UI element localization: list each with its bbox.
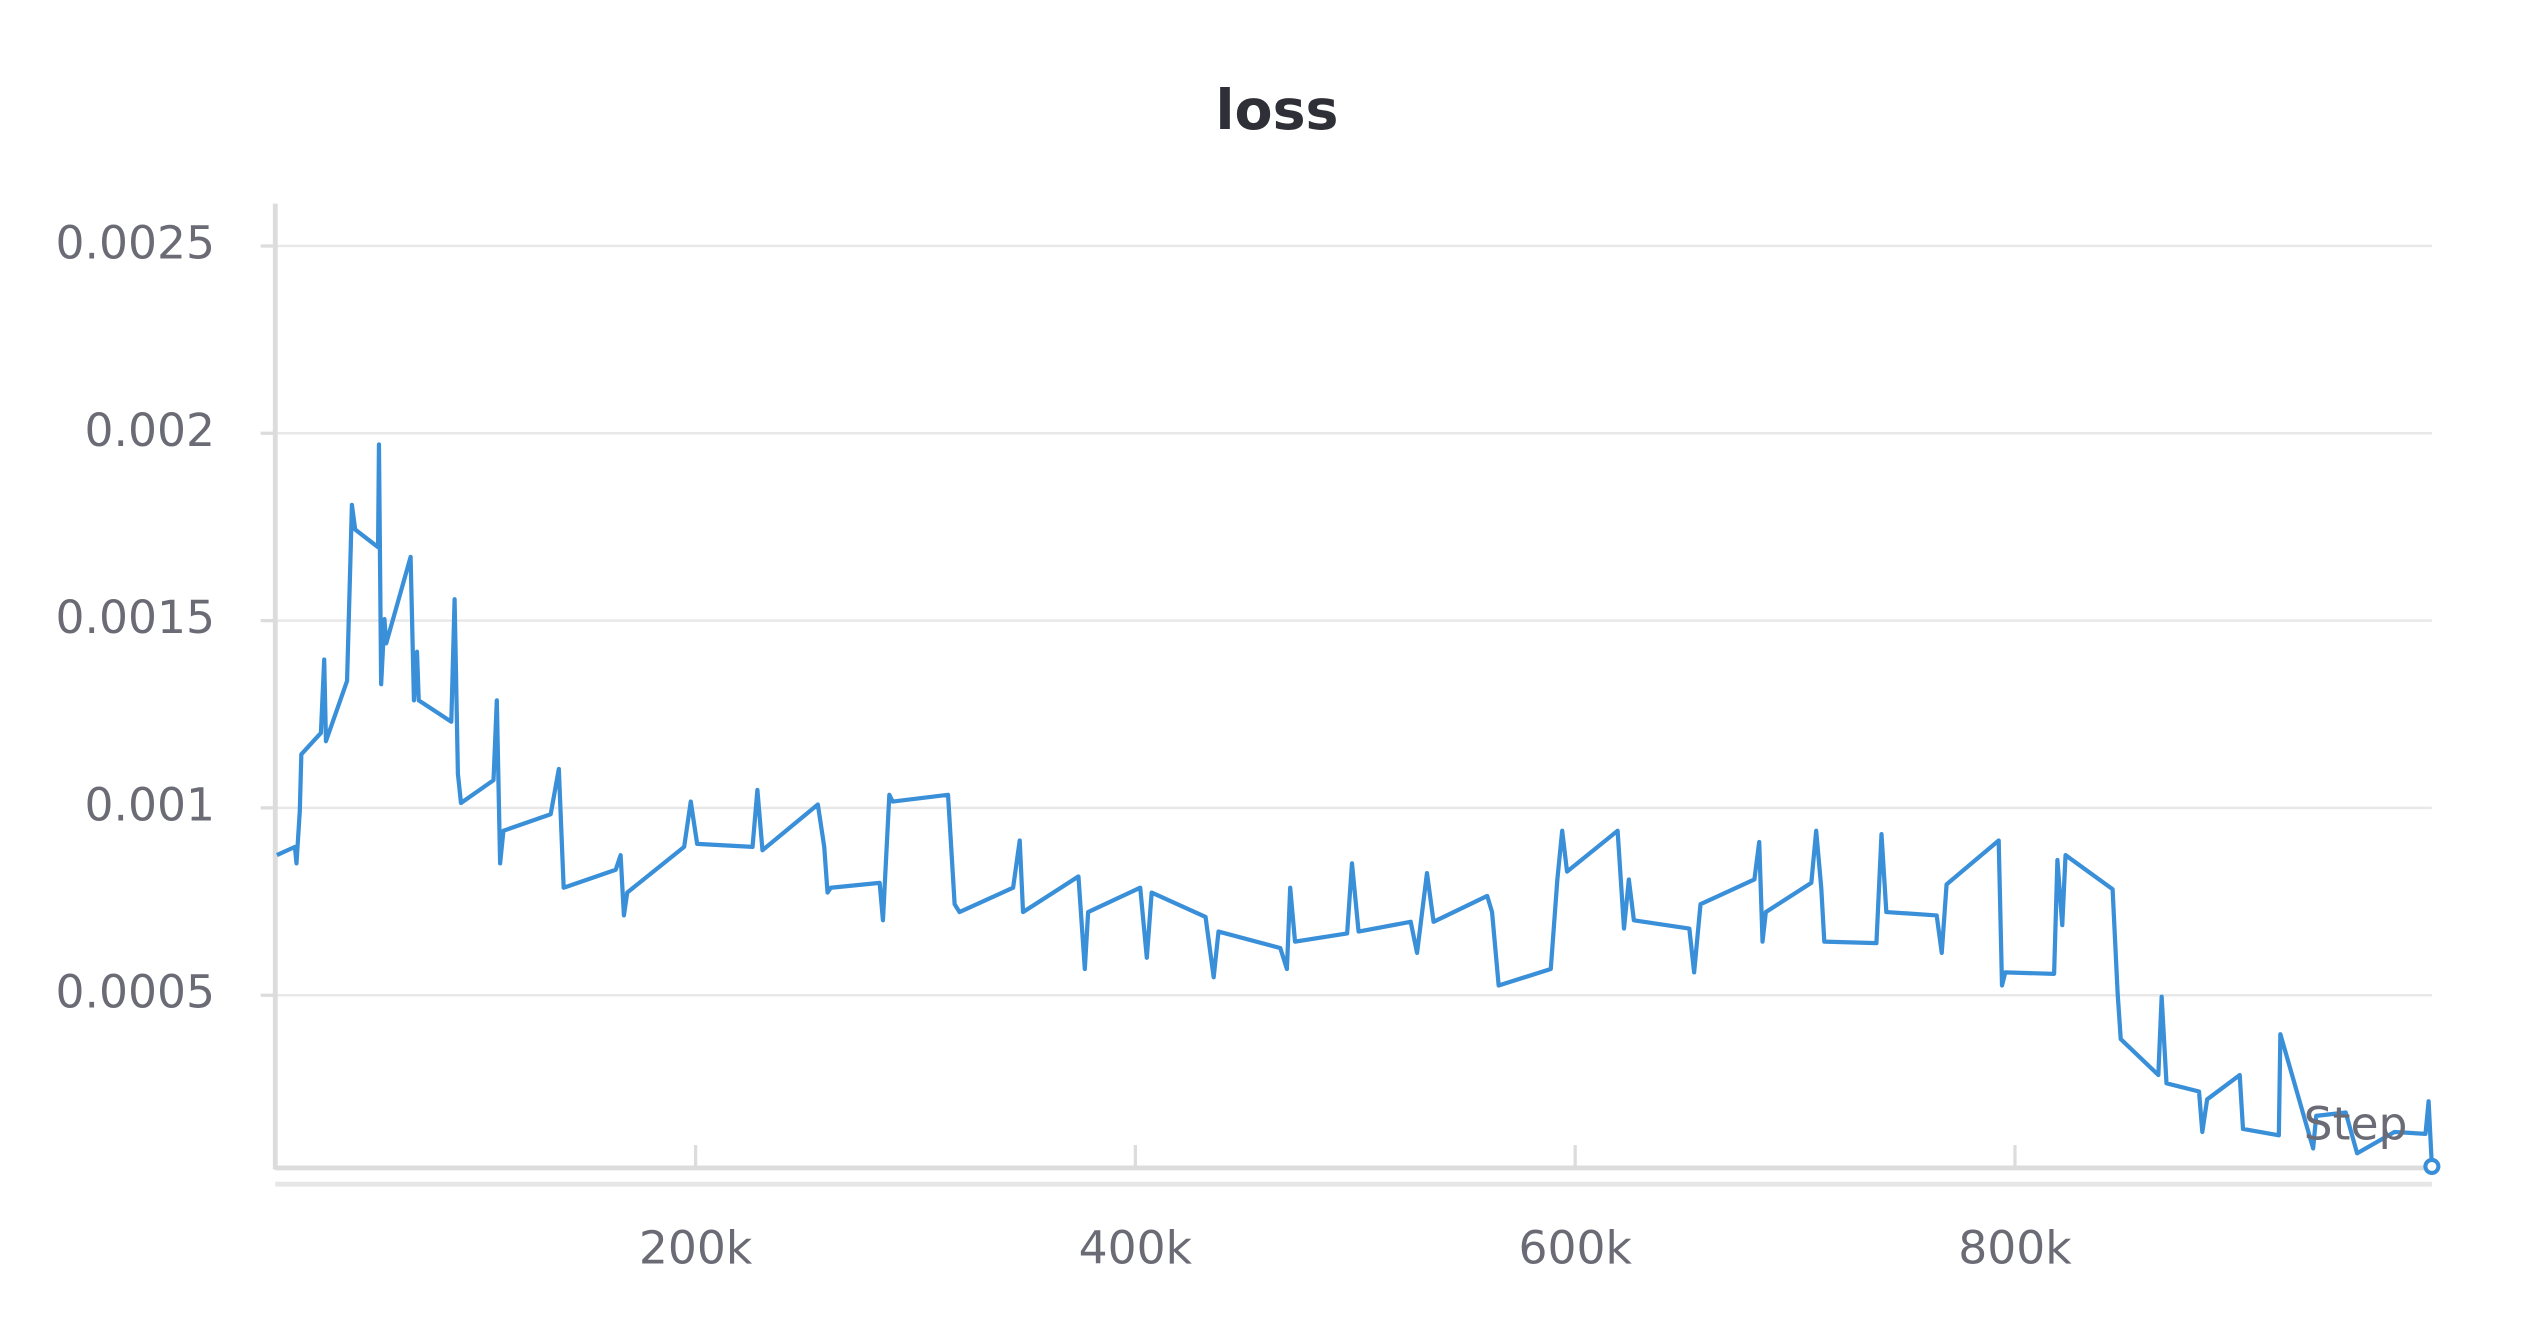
grid: 0.0005 0.001 0.0015 0.002 0.0025 200k 400k 600k… bbox=[55, 216, 2432, 1274]
x-tick-label: 400k bbox=[1079, 1221, 1193, 1274]
x-tick-label: 200k bbox=[639, 1221, 753, 1274]
y-tick-label: 0.001 bbox=[84, 778, 215, 831]
y-tick-label: 0.0005 bbox=[55, 966, 215, 1019]
chart-title: loss bbox=[1216, 79, 1339, 143]
end-point bbox=[2423, 1157, 2441, 1175]
y-tick-label: 0.0015 bbox=[55, 591, 215, 644]
loss-line bbox=[276, 442, 2434, 1167]
y-tick-label: 0.0025 bbox=[55, 216, 215, 269]
x-tick-label: 600k bbox=[1518, 1221, 1632, 1274]
x-tick-label: 800k bbox=[1958, 1221, 2072, 1274]
plot bbox=[276, 442, 2441, 1175]
y-tick-label: 0.002 bbox=[84, 404, 215, 457]
x-axis-label: Step bbox=[2304, 1098, 2408, 1151]
